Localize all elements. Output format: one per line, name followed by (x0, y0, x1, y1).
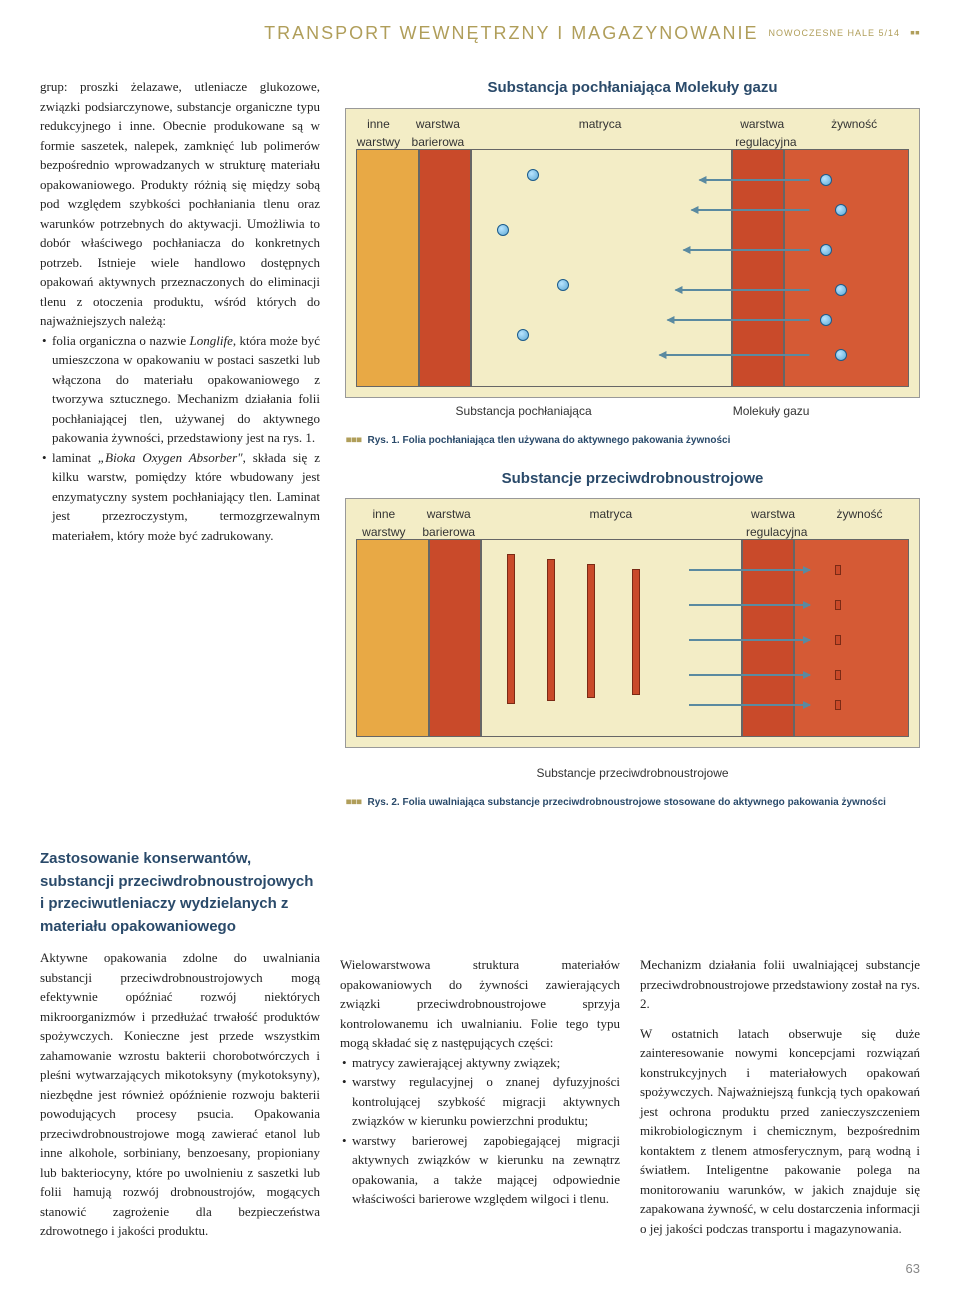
gas-molecule-icon (527, 169, 539, 181)
antimicrobial-dot-icon (835, 670, 841, 680)
flow-arrow-icon (667, 319, 809, 321)
antimicrobial-bar-icon (507, 554, 515, 704)
flow-arrow-icon (699, 179, 809, 181)
lower-col2: Wielowarstwowa struktura materiałów opak… (340, 840, 620, 1241)
list-item: laminat „Bioka Oxygen Absorber", składa … (40, 448, 320, 546)
antimicrobial-dot-icon (835, 700, 841, 710)
gas-molecule-icon (497, 224, 509, 236)
antimicrobial-bar-icon (587, 564, 595, 698)
list-item: warstwy barierowej zapobiegającej migrac… (340, 1131, 620, 1209)
figure1-title: Substancja pochłaniająca Molekuły gazu (345, 77, 920, 100)
caption-marker-icon: ▪▪▪ (345, 794, 361, 808)
list-item: matrycy zawierającej aktywny związek; (340, 1053, 620, 1073)
layer-block (784, 149, 909, 387)
gas-molecule-icon (820, 244, 832, 256)
figure2-caption: ▪▪▪ Rys. 2. Folia uwalniająca substancje… (345, 792, 920, 810)
layer-block (356, 149, 419, 387)
gas-molecule-icon (835, 204, 847, 216)
gas-molecule-icon (557, 279, 569, 291)
layer-label: matryca (476, 505, 746, 541)
gas-molecule-icon (835, 284, 847, 296)
flow-arrow-icon (691, 209, 809, 211)
layer-block (471, 149, 732, 387)
lower-col1: Zastosowanie konserwantów, substancji pr… (40, 840, 320, 1241)
antimicrobial-dot-icon (835, 565, 841, 575)
antimicrobial-bar-icon (632, 569, 640, 695)
layer-label: matryca (465, 115, 735, 151)
layer-label: żywność (789, 115, 919, 151)
figure1-diagram: innewarstwywarstwabarierowamatrycawarstw… (345, 108, 920, 398)
caption-text: Rys. 1. Folia pochłaniająca tlen używana… (367, 435, 730, 446)
figure2-diagram: innewarstwywarstwabarierowamatrycawarstw… (345, 498, 920, 748)
flow-arrow-icon (689, 604, 809, 606)
flow-arrow-icon (689, 639, 809, 641)
intro-list: folia organiczna o nazwie Longlife, któr… (40, 331, 320, 546)
col3-p2: W ostatnich latach obserwuje się duże za… (640, 1024, 920, 1239)
flow-arrow-icon (689, 674, 809, 676)
layer-label: warstwaregulacyjna (746, 505, 800, 541)
header-issue: NOWOCZESNE HALE 5/14 (769, 27, 901, 41)
layer-label: warstwaregulacyjna (735, 115, 789, 151)
three-column-row: Zastosowanie konserwantów, substancji pr… (40, 840, 920, 1241)
layer-label: żywność (800, 505, 919, 541)
flow-arrow-icon (659, 354, 809, 356)
list-item: warstwy regulacyjnej o znanej dyfuzyjnoś… (340, 1072, 620, 1131)
section2-title: Zastosowanie konserwantów, substancji pr… (40, 848, 320, 938)
lower-col3: Mechanizm działania folii uwalniającej s… (640, 840, 920, 1241)
layer-block (419, 149, 471, 387)
caption-text: Rys. 2. Folia uwalniająca substancje prz… (367, 797, 885, 808)
right-column: Substancja pochłaniająca Molekuły gazu i… (345, 77, 920, 830)
figure1-caption: ▪▪▪ Rys. 1. Folia pochłaniająca tlen uży… (345, 430, 920, 448)
antimicrobial-dot-icon (835, 635, 841, 645)
main-content: grup: proszki żelazawe, utleniacze gluko… (40, 77, 920, 830)
figure2-layer-labels: innewarstwywarstwabarierowamatrycawarstw… (346, 505, 919, 541)
under-label: Molekuły gazu (733, 402, 810, 420)
layer-block (732, 149, 784, 387)
page-number: 63 (40, 1259, 920, 1279)
flow-arrow-icon (683, 249, 809, 251)
flow-arrow-icon (675, 289, 809, 291)
header-title: TRANSPORT WEWNĘTRZNY I MAGAZYNOWANIE (264, 20, 758, 47)
page-header: TRANSPORT WEWNĘTRZNY I MAGAZYNOWANIE NOW… (40, 20, 920, 47)
figure2-under-label: Substancje przeciwdrobnoustrojowe (345, 764, 920, 782)
lower-section: Zastosowanie konserwantów, substancji pr… (40, 840, 920, 1241)
gas-molecule-icon (820, 174, 832, 186)
gas-molecule-icon (517, 329, 529, 341)
layer-label: innewarstwy (346, 505, 422, 541)
header-logo-icon: ▪▪ (910, 23, 920, 44)
figure1-under-labels: Substancja pochłaniająca Molekuły gazu (345, 402, 920, 420)
antimicrobial-dot-icon (835, 600, 841, 610)
layer-block (356, 539, 429, 737)
layer-label: innewarstwy (346, 115, 411, 151)
col3-p1: Mechanizm działania folii uwalniającej s… (640, 955, 920, 1014)
left-column: grup: proszki żelazawe, utleniacze gluko… (40, 77, 320, 830)
figure2-title: Substancje przeciwdrobnoustrojowe (345, 468, 920, 491)
antimicrobial-bar-icon (547, 559, 555, 701)
flow-arrow-icon (689, 569, 809, 571)
layer-block (794, 539, 909, 737)
gas-molecule-icon (820, 314, 832, 326)
intro-paragraph: grup: proszki żelazawe, utleniacze gluko… (40, 77, 320, 331)
flow-arrow-icon (689, 704, 809, 706)
section2-body: Aktywne opakowania zdolne do uwalniania … (40, 948, 320, 1241)
list-item: folia organiczna o nazwie Longlife, któr… (40, 331, 320, 448)
figure1-layer-labels: innewarstwywarstwabarierowamatrycawarstw… (346, 115, 919, 151)
layer-label: warstwabarierowa (411, 115, 465, 151)
col2-list: matrycy zawierającej aktywny związek; wa… (340, 1053, 620, 1209)
layer-label: warstwabarierowa (422, 505, 476, 541)
caption-marker-icon: ▪▪▪ (345, 432, 361, 446)
layer-block (429, 539, 481, 737)
under-label: Substancja pochłaniająca (456, 402, 592, 420)
col2-intro: Wielowarstwowa struktura materiałów opak… (340, 955, 620, 1053)
gas-molecule-icon (835, 349, 847, 361)
